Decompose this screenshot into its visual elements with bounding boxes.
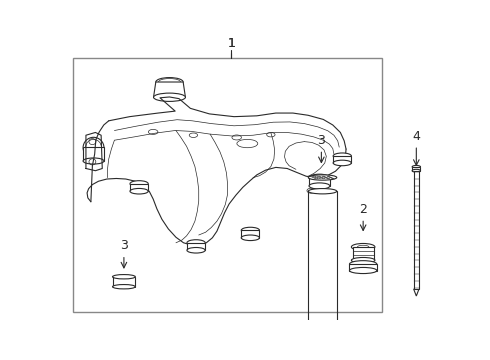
Text: 3: 3 [318,134,325,147]
Bar [333,156,351,163]
Ellipse shape [130,181,148,187]
Bar [352,247,374,260]
Ellipse shape [333,160,351,166]
Text: 1: 1 [227,37,235,50]
Bar [241,230,260,238]
Ellipse shape [412,169,420,172]
Ellipse shape [349,261,377,267]
Ellipse shape [349,267,377,274]
Ellipse shape [83,137,104,158]
Bar [130,184,148,191]
Text: 1: 1 [227,37,235,50]
Bar [187,243,205,250]
Text: 4: 4 [413,130,420,143]
Ellipse shape [156,77,183,86]
Text: 2: 2 [359,203,367,216]
Ellipse shape [333,153,351,159]
Ellipse shape [308,189,337,194]
Text: 3: 3 [120,239,128,252]
Ellipse shape [130,188,148,194]
Ellipse shape [83,158,104,164]
Ellipse shape [351,243,375,251]
Ellipse shape [309,183,330,189]
Bar [309,177,330,186]
Ellipse shape [187,240,205,246]
Bar [83,147,104,161]
Ellipse shape [241,235,260,240]
Ellipse shape [187,247,205,253]
Ellipse shape [412,166,420,168]
Polygon shape [153,82,185,97]
Ellipse shape [113,284,135,289]
Bar [73,58,382,312]
Ellipse shape [241,227,260,233]
Bar [412,167,420,171]
Bar [414,171,419,289]
Ellipse shape [113,275,135,279]
Polygon shape [414,289,419,296]
Bar [349,264,377,270]
Ellipse shape [351,257,375,263]
Ellipse shape [308,175,337,180]
Ellipse shape [153,93,185,102]
Ellipse shape [309,174,330,181]
